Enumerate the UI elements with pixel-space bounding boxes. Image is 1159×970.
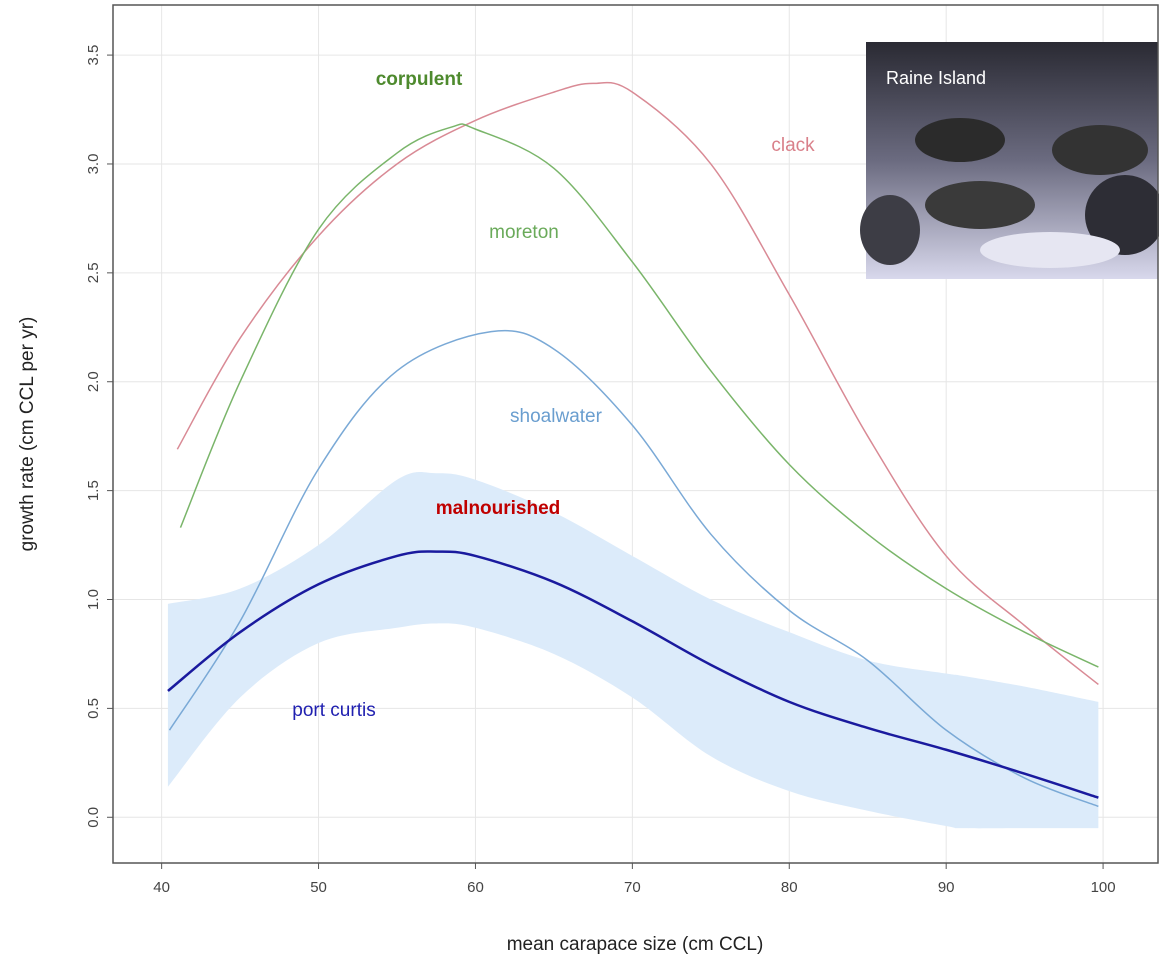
annotation: port curtis <box>292 700 375 721</box>
y-tick-label: 0.0 <box>85 807 102 828</box>
x-tick-label: 50 <box>310 879 327 896</box>
x-tick-label: 90 <box>938 879 955 896</box>
y-tick-label: 1.5 <box>85 480 102 501</box>
annotation: moreton <box>489 222 559 243</box>
x-tick-label: 60 <box>467 879 484 896</box>
y-tick-label: 0.5 <box>85 698 102 719</box>
x-axis-title: mean carapace size (cm CCL) <box>507 934 764 955</box>
y-tick-label: 3.5 <box>85 45 102 66</box>
inset-label: Raine Island <box>886 68 986 88</box>
y-tick-label: 2.5 <box>85 262 102 283</box>
y-tick-label: 1.0 <box>85 589 102 610</box>
series-line <box>179 123 1099 668</box>
x-tick-label: 100 <box>1091 879 1116 896</box>
series-line <box>168 329 1099 808</box>
y-axis-title: growth rate (cm CCL per yr) <box>17 317 38 552</box>
annotation: malnourished <box>436 498 561 519</box>
marks <box>167 81 1099 829</box>
series-line <box>176 81 1099 686</box>
y-tick-label: 3.0 <box>85 154 102 175</box>
annotation: clack <box>771 135 815 156</box>
x-tick-label: 40 <box>153 879 170 896</box>
inset-photo: Raine Island <box>860 42 1159 279</box>
x-tick-label: 70 <box>624 879 641 896</box>
y-tick-label: 2.0 <box>85 371 102 392</box>
annotation: shoalwater <box>510 406 603 427</box>
series-line <box>167 550 1099 799</box>
confidence-band <box>167 471 1099 829</box>
annotation: corpulent <box>376 69 463 90</box>
plot-border <box>112 4 1159 864</box>
x-tick-label: 80 <box>781 879 798 896</box>
